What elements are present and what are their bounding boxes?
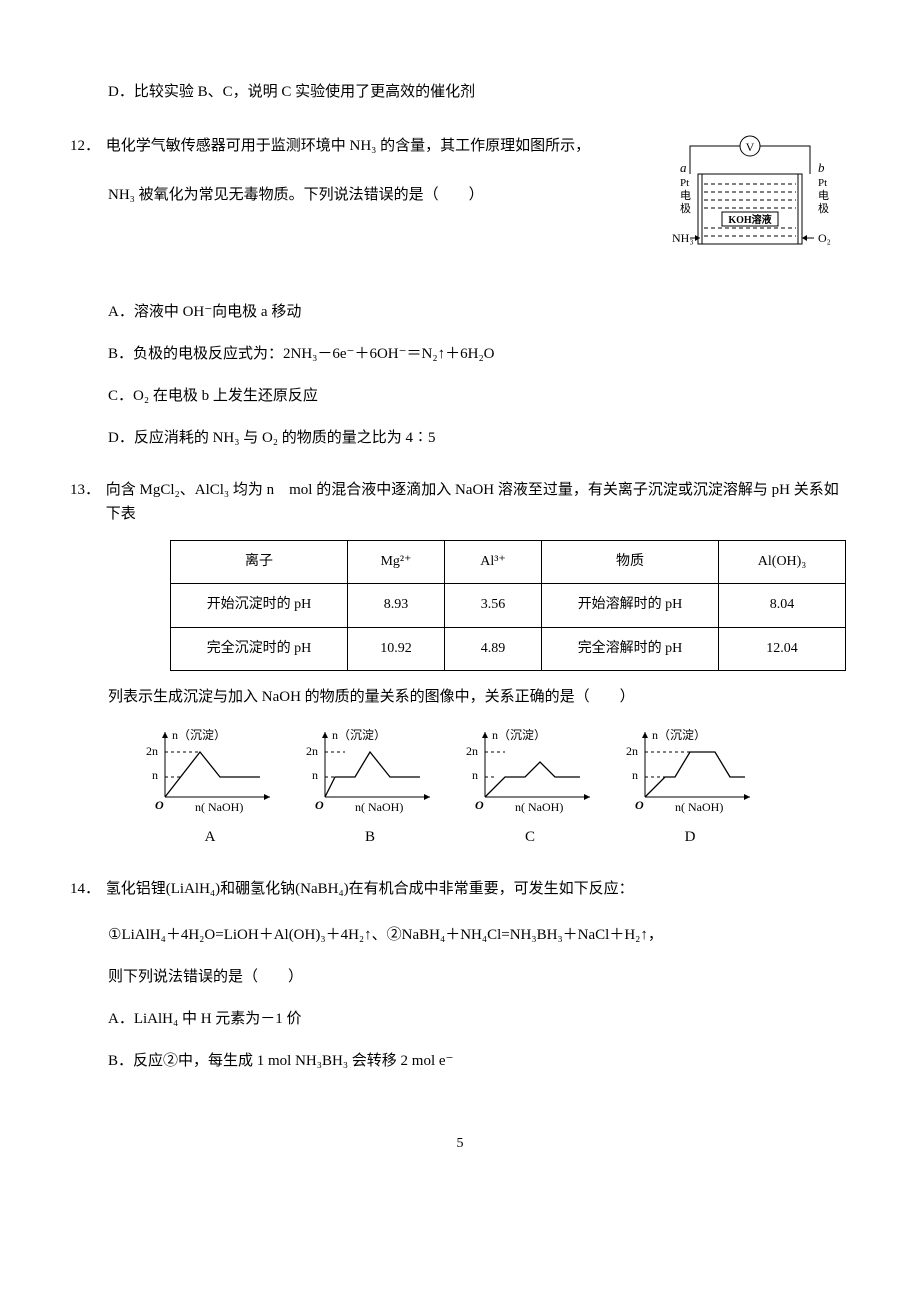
chart-d: n（沉淀） 2n n O n( NaOH) D — [615, 727, 765, 849]
table-row: 完全沉淀时的 pH 10.92 4.89 完全溶解时的 pH 12.04 — [171, 627, 846, 670]
svg-text:n: n — [472, 768, 478, 782]
chart-a: n（沉淀） 2n n O n( NaOH) A — [135, 727, 285, 849]
question-12: V a b Pt 电 极 Pt 电 极 — [70, 134, 850, 450]
svg-text:n( NaOH): n( NaOH) — [515, 800, 563, 814]
svg-text:2n: 2n — [466, 744, 478, 758]
chart-a-label: A — [135, 825, 285, 849]
svg-text:Pt: Pt — [680, 177, 689, 189]
chart-b-label: B — [295, 825, 445, 849]
svg-text:b: b — [818, 160, 825, 175]
page-number: 5 — [70, 1133, 850, 1155]
q13-number: 13． — [70, 478, 102, 502]
q14-number: 14． — [70, 877, 102, 901]
q14-option-a: A．LiAlH₄ 中 H 元素为－1 价 — [108, 1007, 850, 1031]
svg-text:O₂: O₂ — [818, 231, 831, 245]
question-13: 13． 向含 MgCl₂、AlCl₃ 均为 n mol 的混合液中逐滴加入 Na… — [70, 478, 850, 849]
svg-text:O: O — [635, 798, 644, 812]
svg-text:n( NaOH): n( NaOH) — [675, 800, 723, 814]
q14-stem-line2: 则下列说法错误的是（ ） — [108, 965, 850, 989]
svg-text:极: 极 — [680, 201, 691, 215]
svg-text:n( NaOH): n( NaOH) — [195, 800, 243, 814]
svg-text:n（沉淀）: n（沉淀） — [652, 728, 706, 742]
svg-text:O: O — [315, 798, 324, 812]
q14-option-b: B．反应②中，每生成 1 mol NH₃BH₃ 会转移 2 mol e⁻ — [108, 1049, 850, 1073]
chart-c: n（沉淀） 2n n O n( NaOH) C — [455, 727, 605, 849]
chart-d-label: D — [615, 825, 765, 849]
q12-option-a: A．溶液中 OH⁻向电极 a 移动 — [108, 300, 850, 324]
q13-charts: n（沉淀） 2n n O n( NaOH) A n（沉淀） 2n n O — [130, 727, 770, 849]
q12-number: 12． — [70, 134, 102, 158]
q12-stem-line2: NH₃ 被氧化为常见无毒物质。下列说法错误的是（ ） — [108, 187, 484, 203]
chart-b: n（沉淀） 2n n O n( NaOH) B — [295, 727, 445, 849]
q12-stem-line1: 电化学气敏传感器可用于监测环境中 NH₃ 的含量，其工作原理如图所示， — [106, 138, 590, 154]
svg-text:KOH溶液: KOH溶液 — [728, 213, 771, 226]
svg-text:2n: 2n — [626, 744, 638, 758]
svg-text:n（沉淀）: n（沉淀） — [332, 728, 386, 742]
q14-equations: ①LiAlH₄＋4H₂O=LiOH＋Al(OH)₃＋4H₂↑、②NaBH₄＋NH… — [108, 923, 850, 947]
svg-text:a: a — [680, 160, 687, 175]
q13-caption: 列表示生成沉淀与加入 NaOH 的物质的量关系的图像中，关系正确的是（ ） — [108, 685, 850, 709]
svg-text:2n: 2n — [146, 744, 158, 758]
chart-c-label: C — [455, 825, 605, 849]
q12-option-d: D．反应消耗的 NH₃ 与 O₂ 的物质的量之比为 4∶5 — [108, 426, 850, 450]
svg-text:O: O — [155, 798, 164, 812]
svg-text:O: O — [475, 798, 484, 812]
svg-text:Pt: Pt — [818, 177, 827, 189]
svg-text:n（沉淀）: n（沉淀） — [492, 728, 546, 742]
svg-text:n( NaOH): n( NaOH) — [355, 800, 403, 814]
svg-text:电: 电 — [818, 189, 829, 202]
svg-text:n: n — [312, 768, 318, 782]
q12-diagram: V a b Pt 电 极 Pt 电 极 — [650, 134, 850, 272]
q11-option-d: D．比较实验 B、C，说明 C 实验使用了更高效的催化剂 — [108, 80, 850, 104]
q12-option-c: C．O₂ 在电极 b 上发生还原反应 — [108, 384, 850, 408]
svg-text:n: n — [632, 768, 638, 782]
table-row: 开始沉淀时的 pH 8.93 3.56 开始溶解时的 pH 8.04 — [171, 584, 846, 627]
question-14: 14． 氢化铝锂(LiAlH₄)和硼氢化钠(NaBH₄)在有机合成中非常重要，可… — [70, 877, 850, 1073]
voltmeter-label: V — [746, 140, 755, 154]
q13-table: 离子 Mg²⁺ Al³⁺ 物质 Al(OH)₃ 开始沉淀时的 pH 8.93 3… — [170, 540, 850, 671]
table-row: 离子 Mg²⁺ Al³⁺ 物质 Al(OH)₃ — [171, 541, 846, 584]
q12-option-b: B．负极的电极反应式为：2NH₃－6e⁻＋6OH⁻＝N₂↑＋6H₂O — [108, 342, 850, 366]
svg-text:电: 电 — [680, 189, 691, 202]
svg-text:2n: 2n — [306, 744, 318, 758]
svg-text:n: n — [152, 768, 158, 782]
svg-text:n（沉淀）: n（沉淀） — [172, 728, 226, 742]
q14-stem-line1: 氢化铝锂(LiAlH₄)和硼氢化钠(NaBH₄)在有机合成中非常重要，可发生如下… — [106, 881, 634, 897]
q13-stem: 向含 MgCl₂、AlCl₃ 均为 n mol 的混合液中逐滴加入 NaOH 溶… — [106, 478, 846, 526]
svg-text:极: 极 — [818, 201, 829, 215]
